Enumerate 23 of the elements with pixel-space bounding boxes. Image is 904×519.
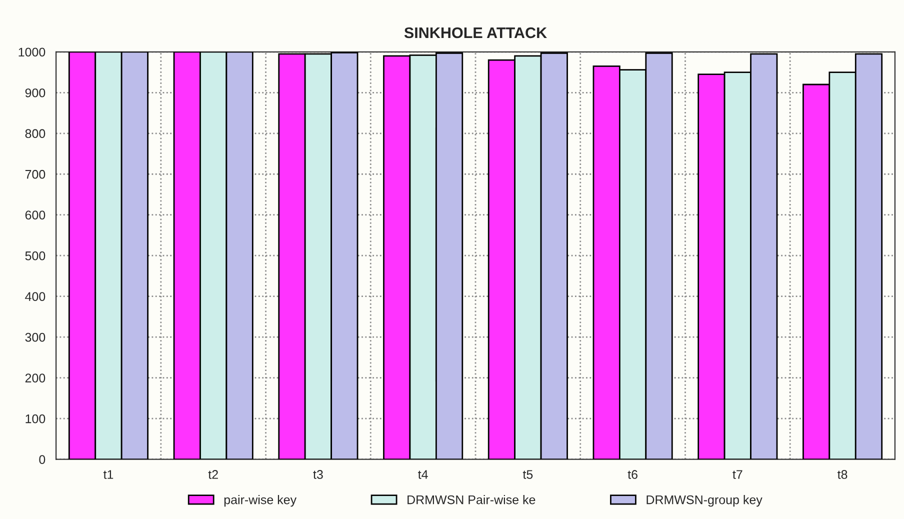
x-tick-label: t7: [732, 470, 742, 479]
y-tick-label: 400: [25, 292, 46, 301]
legend-label: DRMWSN-group key: [646, 495, 762, 507]
y-tick-label: 300: [25, 332, 46, 342]
x-tick-label: t2: [208, 470, 218, 479]
y-tick-label: 200: [25, 374, 46, 382]
x-tick-label: t5: [522, 470, 533, 479]
legend-label: DRMWSN Pair-wise ke: [408, 495, 536, 504]
x-tick-label: t6: [628, 470, 638, 479]
legend-label: pair-wise key: [224, 495, 297, 507]
y-tick-label: 0: [39, 455, 46, 464]
x-tick-label: t4: [418, 470, 428, 479]
x-tick-label: t1: [103, 470, 114, 479]
y-tick-label: 600: [25, 210, 46, 220]
y-tick-label: 700: [25, 170, 46, 179]
y-tick-label: 900: [25, 88, 46, 98]
x-tick-label: t3: [313, 470, 323, 479]
y-tick-label: 100: [26, 414, 46, 424]
y-tick-label: 800: [25, 129, 46, 138]
y-tick-label: 1000: [18, 48, 46, 57]
x-tick-label: t8: [838, 470, 848, 479]
y-tick-label: 500: [25, 251, 46, 260]
chart-title: SINKHOLE ATTACK: [404, 27, 547, 38]
